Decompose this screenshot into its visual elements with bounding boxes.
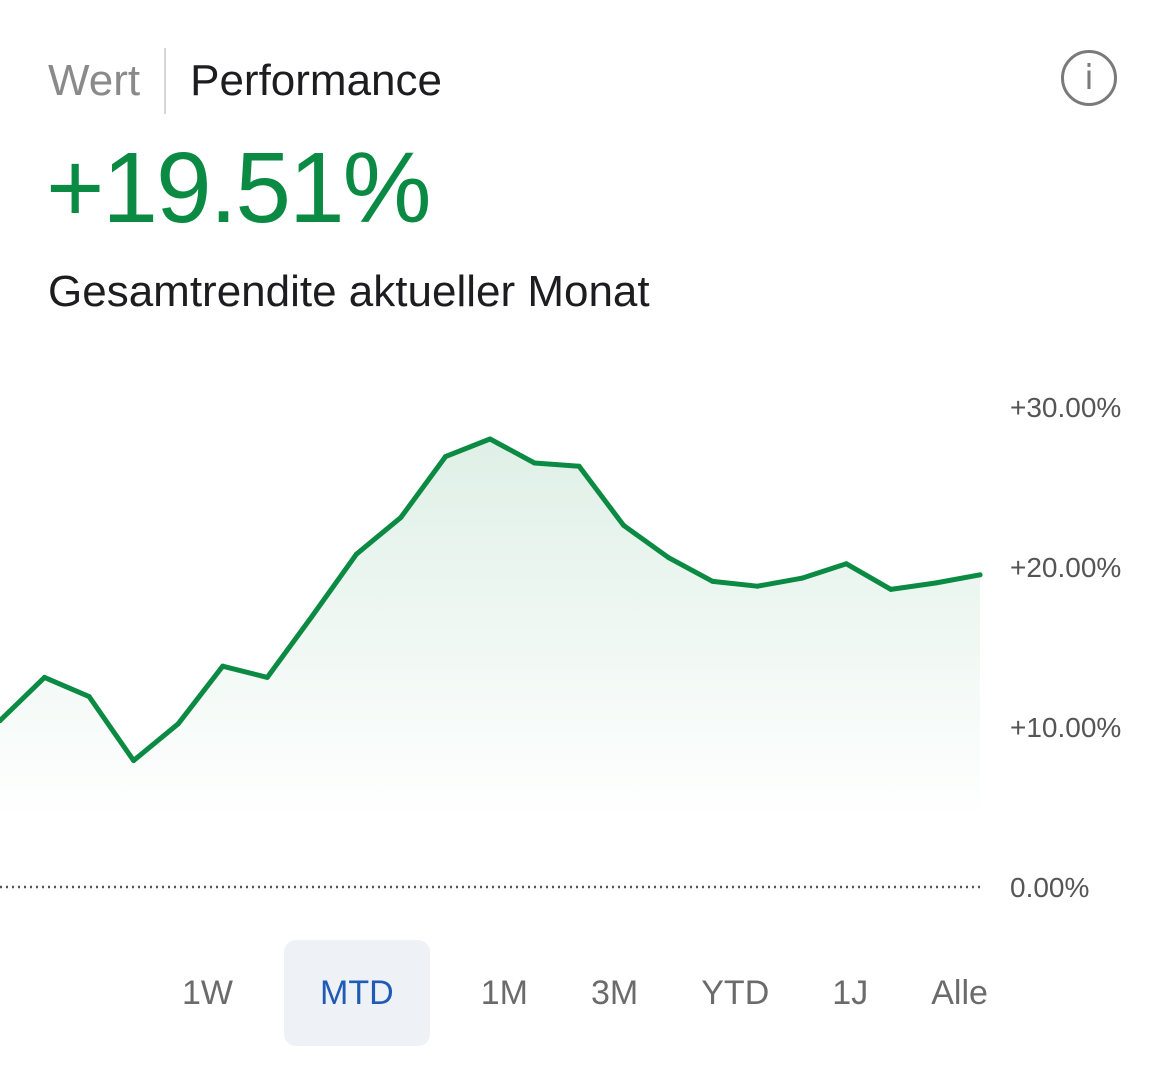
tab-divider: [164, 48, 167, 114]
tab-performance[interactable]: Performance: [190, 56, 442, 105]
range-3m-button[interactable]: 3M: [590, 974, 639, 1012]
range-1w-button[interactable]: 1W: [182, 974, 233, 1012]
y-tick-label: +20.00%: [1010, 552, 1121, 583]
range-1j-button[interactable]: 1J: [832, 974, 869, 1012]
data-point: [220, 663, 226, 669]
data-point: [42, 674, 48, 680]
info-button[interactable]: i: [1061, 50, 1117, 106]
data-point: [0, 718, 3, 724]
data-point: [576, 463, 582, 469]
data-point: [843, 561, 849, 567]
total-return-label: Gesamtrendite aktueller Monat: [48, 267, 650, 316]
data-point: [487, 436, 493, 442]
data-point: [86, 694, 92, 700]
tab-wert[interactable]: Wert: [48, 56, 141, 105]
total-return-value: +19.51%: [46, 132, 432, 244]
data-point: [710, 578, 716, 584]
data-point: [131, 758, 137, 764]
range-alle-button[interactable]: Alle: [931, 974, 988, 1012]
y-tick-label: +30.00%: [1010, 392, 1121, 423]
time-range-selector: 1W MTD 1M 3M YTD 1J Alle: [170, 940, 1000, 1046]
data-point: [799, 575, 805, 581]
y-tick-label: +10.00%: [1010, 712, 1121, 743]
view-tabs: Wert Performance: [48, 46, 442, 116]
range-ytd-button[interactable]: YTD: [701, 974, 770, 1012]
info-icon: i: [1084, 58, 1094, 98]
range-1m-button[interactable]: 1M: [480, 974, 528, 1012]
range-mtd-button[interactable]: MTD: [284, 940, 430, 1046]
performance-points: [0, 436, 983, 764]
data-point: [932, 580, 938, 586]
data-point: [977, 572, 983, 578]
performance-chart: +30.00% +20.00% +10.00% 0.00%: [0, 392, 1121, 903]
performance-area: [0, 439, 980, 887]
y-axis-ticks: +30.00% +20.00% +10.00% 0.00%: [1010, 392, 1121, 903]
data-point: [754, 583, 760, 589]
data-point: [309, 614, 315, 620]
data-point: [621, 522, 627, 528]
y-tick-label: 0.00%: [1010, 872, 1089, 903]
data-point: [532, 460, 538, 466]
data-point: [665, 554, 671, 560]
data-point: [888, 586, 894, 592]
data-point: [264, 674, 270, 680]
data-point: [353, 551, 359, 557]
data-point: [442, 454, 448, 460]
data-point: [398, 514, 404, 520]
data-point: [175, 721, 181, 727]
